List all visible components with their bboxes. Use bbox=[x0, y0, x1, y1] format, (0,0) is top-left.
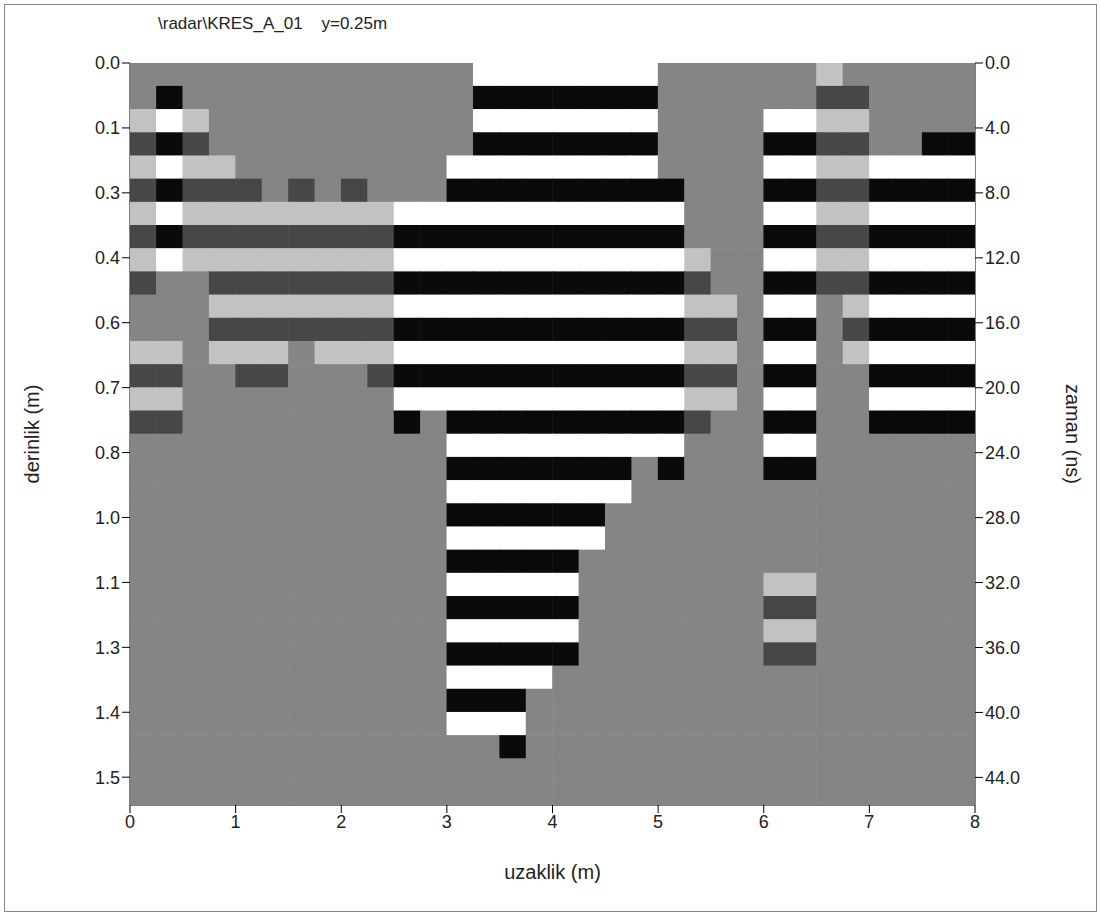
svg-text:28.0: 28.0 bbox=[985, 508, 1020, 528]
svg-text:0.6: 0.6 bbox=[95, 313, 120, 333]
svg-text:1: 1 bbox=[231, 812, 241, 832]
svg-text:4.0: 4.0 bbox=[985, 118, 1010, 138]
svg-text:0.0: 0.0 bbox=[95, 53, 120, 73]
svg-text:16.0: 16.0 bbox=[985, 313, 1020, 333]
html-text:derinlik (m): derinlik (m) bbox=[20, 384, 43, 484]
svg-text:1.5: 1.5 bbox=[95, 768, 120, 788]
svg-text:0.0: 0.0 bbox=[985, 53, 1010, 73]
svg-text:5: 5 bbox=[653, 812, 663, 832]
svg-text:4: 4 bbox=[547, 812, 557, 832]
svg-text:36.0: 36.0 bbox=[985, 638, 1020, 658]
svg-text:2: 2 bbox=[336, 812, 346, 832]
svg-text:0.7: 0.7 bbox=[95, 378, 120, 398]
svg-text:20.0: 20.0 bbox=[985, 378, 1020, 398]
svg-text:0.1: 0.1 bbox=[95, 118, 120, 138]
svg-text:1.3: 1.3 bbox=[95, 638, 120, 658]
svg-text:8.0: 8.0 bbox=[985, 183, 1010, 203]
svg-text:1.1: 1.1 bbox=[95, 573, 120, 593]
svg-text:6: 6 bbox=[759, 812, 769, 832]
svg-text:7: 7 bbox=[864, 812, 874, 832]
svg-text:44.0: 44.0 bbox=[985, 768, 1020, 788]
svg-text:24.0: 24.0 bbox=[985, 443, 1020, 463]
svg-text:1.4: 1.4 bbox=[95, 703, 120, 723]
svg-text:0.8: 0.8 bbox=[95, 443, 120, 463]
svg-text:0.3: 0.3 bbox=[95, 183, 120, 203]
html-text:zaman (ns): zaman (ns) bbox=[1061, 384, 1084, 484]
svg-text:32.0: 32.0 bbox=[985, 573, 1020, 593]
svg-text:1.0: 1.0 bbox=[95, 508, 120, 528]
svg-text:12.0: 12.0 bbox=[985, 248, 1020, 268]
html-text:uzaklik (m): uzaklik (m) bbox=[504, 860, 601, 883]
svg-text:8: 8 bbox=[970, 812, 980, 832]
svg-text:3: 3 bbox=[442, 812, 452, 832]
svg-text:40.0: 40.0 bbox=[985, 703, 1020, 723]
svg-text:0.4: 0.4 bbox=[95, 248, 120, 268]
html-text:\radar\KRES_A_01 y=0.25m: \radar\KRES_A_01 y=0.25m bbox=[158, 14, 388, 33]
svg-text:0: 0 bbox=[125, 812, 135, 832]
